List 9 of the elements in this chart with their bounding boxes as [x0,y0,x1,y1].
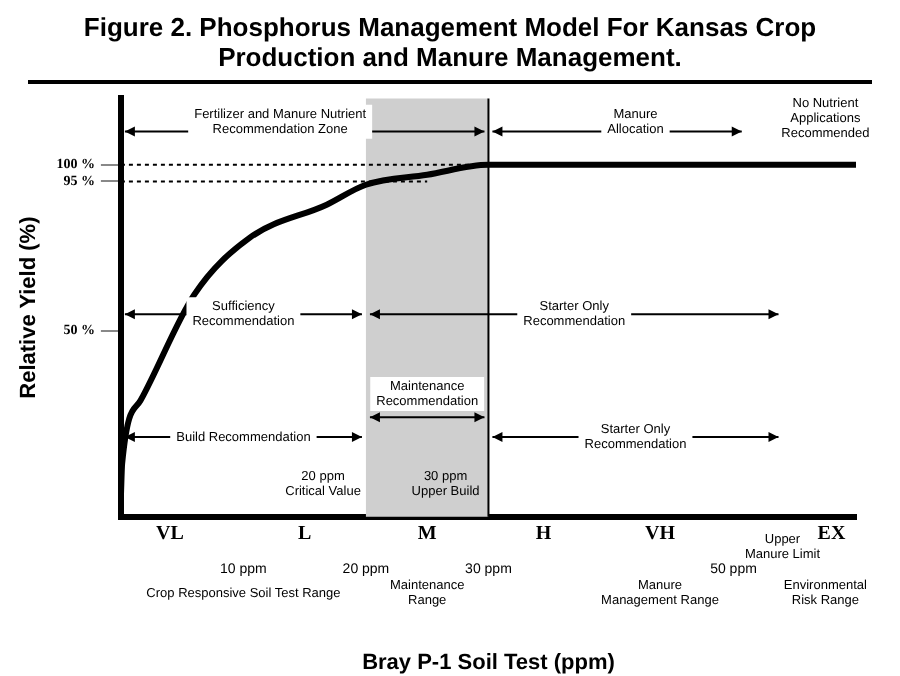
text: EX [817,522,847,545]
chart-title: Figure 2. Phosphorus Management Model For Kansas Crop Production and Manure Management. [28,12,872,84]
text: H [535,522,552,545]
x-axis-title: Bray P-1 Soil Test (ppm) [362,650,616,675]
text: L [298,522,312,545]
text: VH [644,522,676,545]
text: VL [156,522,185,545]
text: M [417,522,438,545]
y-axis-title: Relative Yield (%) [17,215,42,399]
